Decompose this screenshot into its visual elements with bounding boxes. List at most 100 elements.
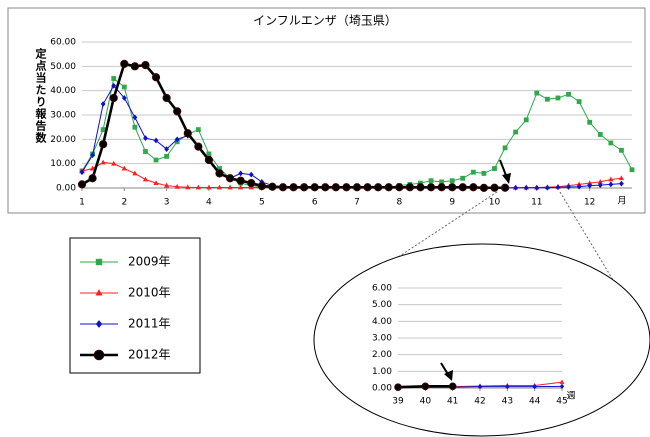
marker: [479, 183, 489, 192]
marker: [555, 184, 561, 191]
x-tick-label: 10: [489, 198, 501, 208]
marker: [95, 289, 103, 296]
marker: [587, 182, 593, 189]
marker: [238, 184, 244, 190]
marker: [142, 176, 149, 182]
y-tick-label: 4.00: [372, 317, 392, 327]
x-tick-label: 12: [584, 198, 595, 208]
marker: [215, 169, 224, 178]
x-tick-label: 7: [354, 198, 360, 208]
x-tick-label: 43: [502, 397, 513, 407]
marker: [310, 183, 319, 192]
marker: [449, 178, 455, 184]
marker: [162, 93, 171, 103]
marker: [629, 167, 635, 173]
marker: [505, 384, 510, 390]
marker: [143, 149, 148, 154]
marker: [111, 76, 117, 81]
y-tick-label: 0.00: [56, 184, 76, 194]
marker: [587, 119, 593, 125]
marker: [394, 383, 402, 391]
marker: [544, 184, 550, 191]
marker: [183, 129, 192, 138]
marker: [448, 382, 457, 391]
marker: [492, 166, 497, 171]
marker: [448, 183, 457, 192]
marker: [185, 184, 191, 190]
marker: [121, 165, 127, 171]
marker: [195, 184, 201, 190]
marker: [523, 117, 529, 123]
x-axis-label: 月: [617, 196, 626, 207]
marker: [534, 90, 540, 96]
legend-label: 2010年: [128, 286, 171, 300]
x-tick-label: 45: [556, 397, 567, 407]
x-tick-label: 2: [121, 198, 127, 208]
marker: [100, 101, 106, 107]
x-tick-label: 6: [312, 198, 318, 208]
marker: [469, 183, 478, 192]
marker: [132, 114, 138, 121]
marker: [100, 159, 106, 165]
marker: [95, 320, 103, 328]
marker: [236, 176, 245, 185]
marker: [619, 147, 624, 153]
marker: [481, 171, 487, 176]
marker: [174, 136, 180, 143]
x-tick-label: 40: [420, 397, 432, 407]
marker: [121, 84, 127, 90]
marker: [566, 184, 571, 190]
marker: [500, 183, 510, 192]
marker: [458, 183, 467, 192]
marker: [426, 183, 436, 192]
marker: [90, 152, 95, 159]
marker: [597, 132, 603, 137]
marker: [217, 166, 222, 171]
marker: [257, 181, 266, 191]
marker: [470, 169, 476, 175]
marker: [321, 183, 330, 192]
marker: [300, 183, 309, 192]
marker: [173, 107, 182, 116]
marker: [130, 62, 139, 71]
zoom-ellipse: [313, 243, 650, 437]
marker: [225, 174, 235, 183]
x-tick-label: 41: [447, 397, 458, 407]
marker: [437, 183, 446, 192]
marker: [576, 99, 582, 105]
marker: [88, 174, 97, 183]
marker: [111, 160, 117, 166]
x-tick-label: 39: [392, 397, 404, 407]
marker: [363, 183, 372, 192]
x-axis-label: 週: [566, 391, 575, 402]
marker: [95, 258, 103, 266]
marker: [109, 93, 118, 103]
y-tick-label: 3.00: [372, 334, 392, 344]
marker: [597, 182, 603, 188]
marker: [278, 183, 288, 192]
marker: [163, 182, 170, 188]
marker: [395, 183, 404, 192]
marker: [93, 349, 105, 361]
marker: [132, 124, 138, 130]
marker: [194, 142, 203, 151]
marker: [227, 184, 233, 190]
chart-title: インフルエンザ（埼玉県）: [253, 14, 397, 28]
x-tick-label: 44: [529, 397, 541, 407]
x-tick-label: 8: [396, 198, 402, 208]
marker: [576, 181, 582, 187]
marker: [534, 184, 540, 191]
y-tick-label: 5.00: [372, 300, 392, 310]
marker: [523, 184, 529, 191]
marker: [428, 178, 434, 184]
marker: [151, 73, 161, 82]
marker: [597, 179, 603, 184]
arrow: [499, 159, 511, 184]
marker: [120, 59, 129, 69]
y-tick-label: 50.00: [50, 62, 76, 72]
legend-label: 2011年: [128, 317, 171, 331]
x-tick-label: 11: [531, 198, 542, 208]
y-tick-label: 6.00: [372, 284, 392, 294]
y-axis-label: 定点当たり報告数: [34, 47, 47, 144]
